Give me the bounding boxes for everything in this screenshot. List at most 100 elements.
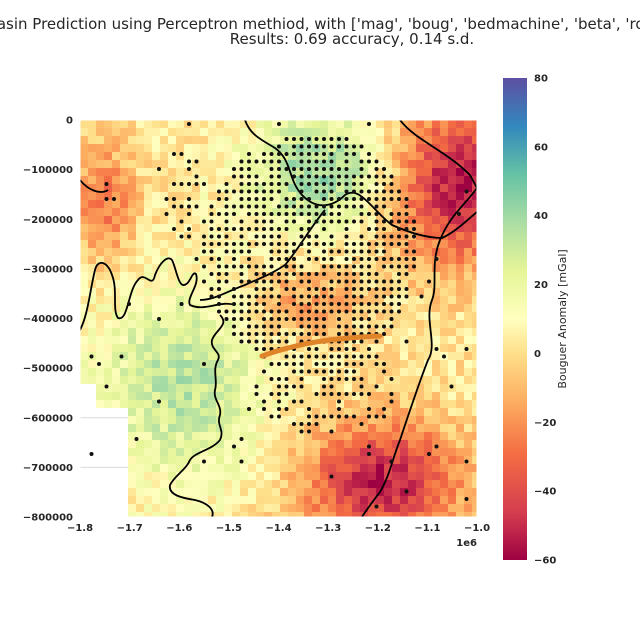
- heatmap-cell: [208, 448, 216, 456]
- prediction-point: [337, 144, 341, 149]
- prediction-point: [374, 174, 379, 179]
- prediction-point: [367, 452, 371, 456]
- heatmap-cell: [208, 192, 216, 200]
- heatmap-cell: [464, 208, 472, 216]
- heatmap-cell: [288, 320, 296, 328]
- heatmap-cell: [176, 392, 184, 400]
- heatmap-cell: [152, 272, 160, 280]
- heatmap-cell: [456, 192, 464, 200]
- prediction-point: [374, 309, 379, 314]
- heatmap-cell: [232, 320, 240, 328]
- heatmap-cell: [272, 376, 280, 384]
- heatmap-cell: [456, 424, 464, 432]
- heatmap-cell: [184, 152, 192, 160]
- heatmap-cell: [424, 280, 432, 288]
- prediction-point: [284, 227, 289, 231]
- heatmap-cell: [192, 208, 200, 216]
- prediction-point: [367, 317, 371, 321]
- heatmap-cell: [368, 408, 376, 416]
- heatmap-cell: [416, 416, 424, 424]
- heatmap-cell: [88, 192, 96, 200]
- heatmap-cell: [168, 376, 176, 384]
- heatmap-cell: [248, 512, 256, 517]
- heatmap-cell: [440, 296, 448, 304]
- prediction-point: [292, 242, 296, 246]
- heatmap-cell: [440, 136, 448, 144]
- heatmap-cell: [168, 512, 176, 517]
- heatmap-cell: [280, 320, 288, 328]
- heatmap-cell: [464, 304, 472, 312]
- prediction-point: [314, 317, 319, 321]
- heatmap-cell: [440, 176, 448, 184]
- x-tick-label: −1.4: [265, 523, 291, 534]
- heatmap-cell: [472, 248, 477, 256]
- prediction-point: [322, 414, 326, 419]
- heatmap-cell: [120, 152, 128, 160]
- heatmap-cell: [408, 136, 416, 144]
- prediction-point: [239, 339, 244, 344]
- heatmap-cell: [136, 168, 144, 176]
- heatmap-cell: [224, 280, 232, 288]
- prediction-point: [269, 377, 274, 381]
- heatmap-cell: [184, 344, 192, 352]
- heatmap-cell: [176, 472, 184, 480]
- heatmap-cell: [280, 400, 288, 408]
- heatmap-cell: [472, 312, 477, 320]
- heatmap-cell: [472, 392, 477, 400]
- heatmap-cell: [184, 288, 192, 296]
- heatmap-cell: [472, 496, 477, 504]
- heatmap-cell: [296, 504, 304, 512]
- heatmap-cell: [352, 512, 360, 517]
- heatmap-cell: [152, 160, 160, 168]
- heatmap-cell: [184, 168, 192, 176]
- prediction-point: [277, 332, 281, 336]
- heatmap-cell: [152, 400, 160, 408]
- heatmap-cell: [224, 400, 232, 408]
- heatmap-cell: [344, 120, 352, 128]
- heatmap-cell: [344, 424, 352, 432]
- heatmap-cell: [208, 352, 216, 360]
- heatmap-cell: [288, 424, 296, 432]
- heatmap-cell: [104, 320, 112, 328]
- heatmap-cell: [416, 264, 424, 272]
- prediction-point: [344, 144, 349, 149]
- prediction-point: [374, 324, 379, 329]
- heatmap-cell: [344, 128, 352, 136]
- heatmap-cell: [296, 256, 304, 264]
- prediction-point: [382, 227, 386, 231]
- heatmap-cell: [136, 472, 144, 480]
- heatmap-cell: [96, 368, 104, 376]
- prediction-point: [314, 354, 319, 359]
- heatmap-cell: [144, 352, 152, 360]
- heatmap-cell: [392, 320, 400, 328]
- prediction-point: [164, 197, 169, 201]
- heatmap-cell: [248, 424, 256, 432]
- prediction-point: [254, 392, 259, 396]
- prediction-point: [397, 264, 401, 269]
- heatmap-cell: [136, 312, 144, 320]
- heatmap-cell: [472, 296, 477, 304]
- prediction-point: [254, 332, 259, 336]
- heatmap-cell: [456, 488, 464, 496]
- heatmap-cell: [120, 360, 128, 368]
- heatmap-cell: [320, 456, 328, 464]
- heatmap-cell: [440, 392, 448, 400]
- heatmap-cell: [256, 296, 264, 304]
- prediction-point: [359, 249, 364, 254]
- heatmap-cell: [336, 392, 344, 400]
- heatmap-cell: [272, 208, 280, 216]
- x-axis-ticks: −1.8 −1.7 −1.6 −1.5 −1.4 −1.3 −1.2 −1.1 −1.0: [67, 523, 490, 534]
- heatmap-cell: [224, 456, 232, 464]
- heatmap-cell: [160, 344, 168, 352]
- heatmap-cell: [408, 296, 416, 304]
- heatmap-cell: [112, 120, 120, 128]
- heatmap-cell: [272, 152, 280, 160]
- heatmap-cell: [456, 344, 464, 352]
- heatmap-cell: [464, 152, 472, 160]
- heatmap-cell: [184, 128, 192, 136]
- heatmap-cell: [424, 456, 432, 464]
- prediction-point: [344, 264, 349, 269]
- prediction-point: [322, 144, 326, 149]
- heatmap-cell: [272, 464, 280, 472]
- heatmap-cell: [296, 248, 304, 256]
